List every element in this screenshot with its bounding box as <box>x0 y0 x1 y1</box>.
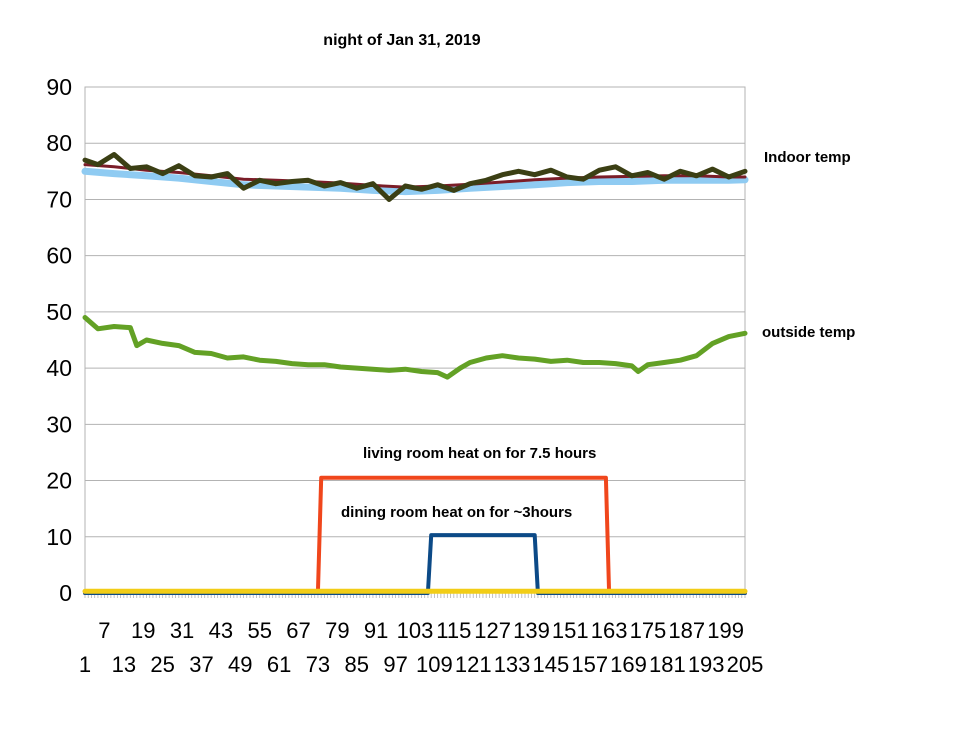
x-tick-label: 163 <box>591 618 628 643</box>
x-tick-label: 121 <box>455 652 492 677</box>
x-tick-label: 193 <box>688 652 725 677</box>
x-tick-label: 13 <box>112 652 136 677</box>
y-tick-label: 20 <box>46 468 72 494</box>
x-tick-label: 31 <box>170 618 194 643</box>
y-tick-label: 60 <box>46 243 72 269</box>
chart-title: night of Jan 31, 2019 <box>323 32 480 49</box>
x-tick-label: 175 <box>630 618 667 643</box>
x-tick-labels: 7 19 31 43 55 67 79 91 103 115 127 139 151 163 175 187 1… <box>79 618 763 677</box>
x-tick-label: 7 <box>98 618 110 643</box>
x-tick-label: 133 <box>494 652 531 677</box>
x-tick-label: 169 <box>610 652 647 677</box>
indoor-temp-label: Indoor temp <box>764 149 851 166</box>
x-tick-label: 151 <box>552 618 589 643</box>
x-tick-label: 73 <box>306 652 330 677</box>
y-tick-labels: 0 10 20 30 40 50 60 70 80 90 <box>46 74 72 606</box>
x-tick-label: 103 <box>397 618 434 643</box>
x-tick-label: 205 <box>727 652 764 677</box>
x-tick-label: 67 <box>286 618 310 643</box>
x-tick-label: 25 <box>150 652 174 677</box>
x-tick-label: 37 <box>189 652 213 677</box>
x-tick-label: 187 <box>668 618 705 643</box>
dining-room-heat-label: dining room heat on for ~3hours <box>341 504 572 521</box>
living-room-heat-label: living room heat on for 7.5 hours <box>363 445 596 462</box>
x-tick-label: 61 <box>267 652 291 677</box>
x-tick-label: 85 <box>345 652 369 677</box>
x-tick-label: 79 <box>325 618 349 643</box>
x-tick-label: 157 <box>571 652 608 677</box>
x-tick-label: 109 <box>416 652 453 677</box>
x-tick-label: 55 <box>247 618 271 643</box>
x-tick-label: 91 <box>364 618 388 643</box>
series-line-outside-temp <box>82 315 748 380</box>
y-tick-label: 0 <box>59 580 72 606</box>
series-line-dining-room-heat <box>83 533 747 595</box>
x-tick-label: 49 <box>228 652 252 677</box>
x-tick-label: 115 <box>436 618 471 643</box>
y-tick-label: 10 <box>46 524 72 550</box>
x-tick-label: 43 <box>209 618 233 643</box>
x-tick-label: 19 <box>131 618 155 643</box>
grid-lines <box>84 86 746 598</box>
x-tick-label: 145 <box>533 652 570 677</box>
y-tick-label: 80 <box>46 130 72 156</box>
x-tick-label: 139 <box>513 618 550 643</box>
y-tick-label: 70 <box>46 186 72 212</box>
x-tick-label: 181 <box>649 652 686 677</box>
x-tick-label: 1 <box>79 652 91 677</box>
outside-temp-label: outside temp <box>762 324 855 341</box>
series-group <box>81 152 749 595</box>
series-line-living-room-heat <box>83 475 747 595</box>
x-tick-label: 127 <box>474 618 511 643</box>
y-tick-label: 90 <box>46 74 72 100</box>
x-tick-label: 199 <box>707 618 744 643</box>
series-line-indoor-temp-c <box>82 152 748 202</box>
y-tick-label: 30 <box>46 411 72 437</box>
y-tick-label: 50 <box>46 299 72 325</box>
y-tick-label: 40 <box>46 355 72 381</box>
x-tick-label: 97 <box>383 652 407 677</box>
